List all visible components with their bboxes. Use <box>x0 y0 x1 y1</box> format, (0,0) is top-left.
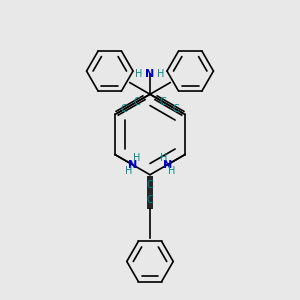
Text: H: H <box>136 69 143 79</box>
Text: C: C <box>134 97 141 106</box>
Text: C: C <box>159 97 166 106</box>
Text: N: N <box>146 69 154 79</box>
Text: H: H <box>157 69 164 79</box>
Text: N: N <box>163 160 172 170</box>
Text: C: C <box>121 104 128 114</box>
Text: C: C <box>172 104 179 114</box>
Text: C: C <box>147 195 153 205</box>
Text: H: H <box>160 153 167 163</box>
Text: C: C <box>147 180 153 190</box>
Text: H: H <box>133 153 140 163</box>
Text: H: H <box>167 166 175 176</box>
Text: N: N <box>128 160 137 170</box>
Text: H: H <box>125 166 133 176</box>
